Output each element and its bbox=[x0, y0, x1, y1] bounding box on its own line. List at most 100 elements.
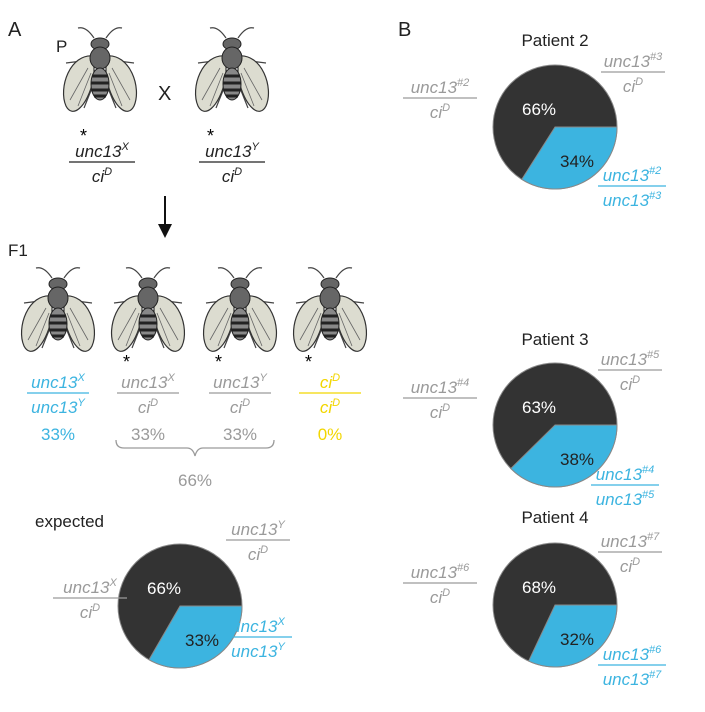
allele-superscript: #6 bbox=[649, 644, 662, 656]
allele-name: unc13 bbox=[63, 578, 110, 597]
pie-title: Patient 4 bbox=[521, 508, 588, 527]
allele-name: unc13 bbox=[604, 52, 651, 71]
genotype-numerator: unc13X bbox=[75, 141, 129, 161]
pie-label-dark: 63% bbox=[522, 398, 556, 417]
allele-superscript: Y bbox=[259, 372, 267, 384]
allele-name: unc13 bbox=[231, 642, 278, 661]
allele-name: ci bbox=[138, 398, 152, 417]
asterisk: * bbox=[305, 352, 312, 372]
genotype-numerator: unc13#6 bbox=[411, 562, 470, 582]
left-genotype-label: unc13#6 ciD bbox=[403, 562, 477, 607]
allele-superscript: #4 bbox=[457, 377, 469, 389]
allele-superscript: D bbox=[632, 374, 640, 386]
allele-name: unc13 bbox=[411, 78, 458, 97]
allele-superscript: D bbox=[242, 397, 250, 409]
genotype-numerator: ciD bbox=[320, 372, 340, 392]
genotype-denominator: unc13Y bbox=[31, 397, 85, 417]
allele-name: ci bbox=[430, 588, 444, 607]
genotype-denominator: unc13#7 bbox=[603, 669, 662, 689]
genotype-denominator: ciD bbox=[92, 166, 112, 186]
allele-superscript: #2 bbox=[649, 165, 661, 177]
allele-name: unc13 bbox=[213, 373, 260, 392]
allele-superscript: #7 bbox=[647, 531, 660, 543]
genotype-numerator: unc13#2 bbox=[411, 77, 470, 97]
allele-name: ci bbox=[620, 375, 634, 394]
allele-superscript: Y bbox=[277, 641, 285, 653]
genotype-denominator: ciD bbox=[320, 397, 340, 417]
allele-name: ci bbox=[230, 398, 244, 417]
fly-icon bbox=[292, 266, 368, 353]
genotype-numerator: unc13X bbox=[31, 372, 85, 392]
genotype-denominator: ciD bbox=[620, 374, 640, 394]
allele-superscript: D bbox=[332, 397, 340, 409]
allele-name: unc13 bbox=[596, 490, 643, 509]
allele-superscript: D bbox=[234, 166, 242, 178]
offspring-percent: 33% bbox=[41, 425, 75, 444]
genotype-denominator: ciD bbox=[248, 544, 268, 564]
parental-generation-label: P bbox=[56, 37, 67, 56]
allele-superscript: Y bbox=[77, 397, 85, 409]
genotype-denominator: unc13#5 bbox=[596, 489, 655, 509]
pie-label-dark: 66% bbox=[522, 100, 556, 119]
genotype-numerator: unc13#3 bbox=[604, 51, 663, 71]
genotype-numerator: unc13#4 bbox=[411, 377, 470, 397]
genotype-denominator: ciD bbox=[138, 397, 158, 417]
allele-superscript: #4 bbox=[642, 464, 654, 476]
genotype-denominator: ciD bbox=[230, 397, 250, 417]
cross-symbol: X bbox=[158, 83, 171, 105]
pie-slice-blue bbox=[148, 605, 243, 669]
pie-title: expected bbox=[35, 512, 104, 531]
top-right-genotype-label: unc13#5 ciD bbox=[598, 349, 662, 394]
pie-chart: Patient 468%32%unc13#6ciDunc13#7ciDunc13… bbox=[403, 508, 666, 689]
allele-superscript: #2 bbox=[457, 77, 469, 89]
allele-name: ci bbox=[248, 545, 262, 564]
asterisk: * bbox=[123, 352, 130, 372]
allele-name: unc13 bbox=[411, 563, 458, 582]
top-right-genotype-label: unc13#7 ciD bbox=[598, 531, 662, 576]
genotype-numerator: unc13Y bbox=[213, 372, 267, 392]
left-genotype-label: unc13#2 ciD bbox=[403, 77, 477, 122]
genotype-denominator: ciD bbox=[430, 402, 450, 422]
genotype-denominator: unc13Y bbox=[231, 641, 285, 661]
asterisk: * bbox=[207, 126, 214, 146]
allele-superscript: X bbox=[108, 577, 117, 589]
f1-generation-label: F1 bbox=[8, 241, 28, 260]
allele-superscript: X bbox=[120, 141, 129, 153]
pie-label-dark: 66% bbox=[147, 579, 181, 598]
genotype-denominator: ciD bbox=[623, 76, 643, 96]
allele-name: unc13 bbox=[231, 520, 278, 539]
allele-name: ci bbox=[320, 373, 334, 392]
allele-superscript: D bbox=[150, 397, 158, 409]
allele-name: ci bbox=[430, 103, 444, 122]
allele-name: ci bbox=[620, 557, 634, 576]
pie-chart: Patient 363%38%unc13#4ciDunc13#5ciDunc13… bbox=[403, 330, 662, 509]
allele-name: unc13 bbox=[411, 378, 458, 397]
allele-superscript: Y bbox=[251, 141, 259, 153]
genotype-denominator: ciD bbox=[430, 102, 450, 122]
allele-superscript: #7 bbox=[649, 669, 662, 681]
allele-superscript: #5 bbox=[647, 349, 660, 361]
genotype-numerator: unc13#4 bbox=[596, 464, 655, 484]
allele-name: unc13 bbox=[601, 350, 648, 369]
genotype-denominator: ciD bbox=[80, 602, 100, 622]
genotype-denominator: ciD bbox=[430, 587, 450, 607]
allele-superscript: D bbox=[260, 544, 268, 556]
genotype-numerator: unc13#7 bbox=[601, 531, 660, 551]
pie-label-blue: 38% bbox=[560, 450, 594, 469]
allele-name: unc13 bbox=[603, 166, 650, 185]
left-genotype-label: unc13#4 ciD bbox=[403, 377, 477, 422]
allele-name: ci bbox=[623, 77, 637, 96]
fly-icon bbox=[202, 266, 278, 353]
allele-name: ci bbox=[430, 403, 444, 422]
genotype-denominator: ciD bbox=[620, 556, 640, 576]
